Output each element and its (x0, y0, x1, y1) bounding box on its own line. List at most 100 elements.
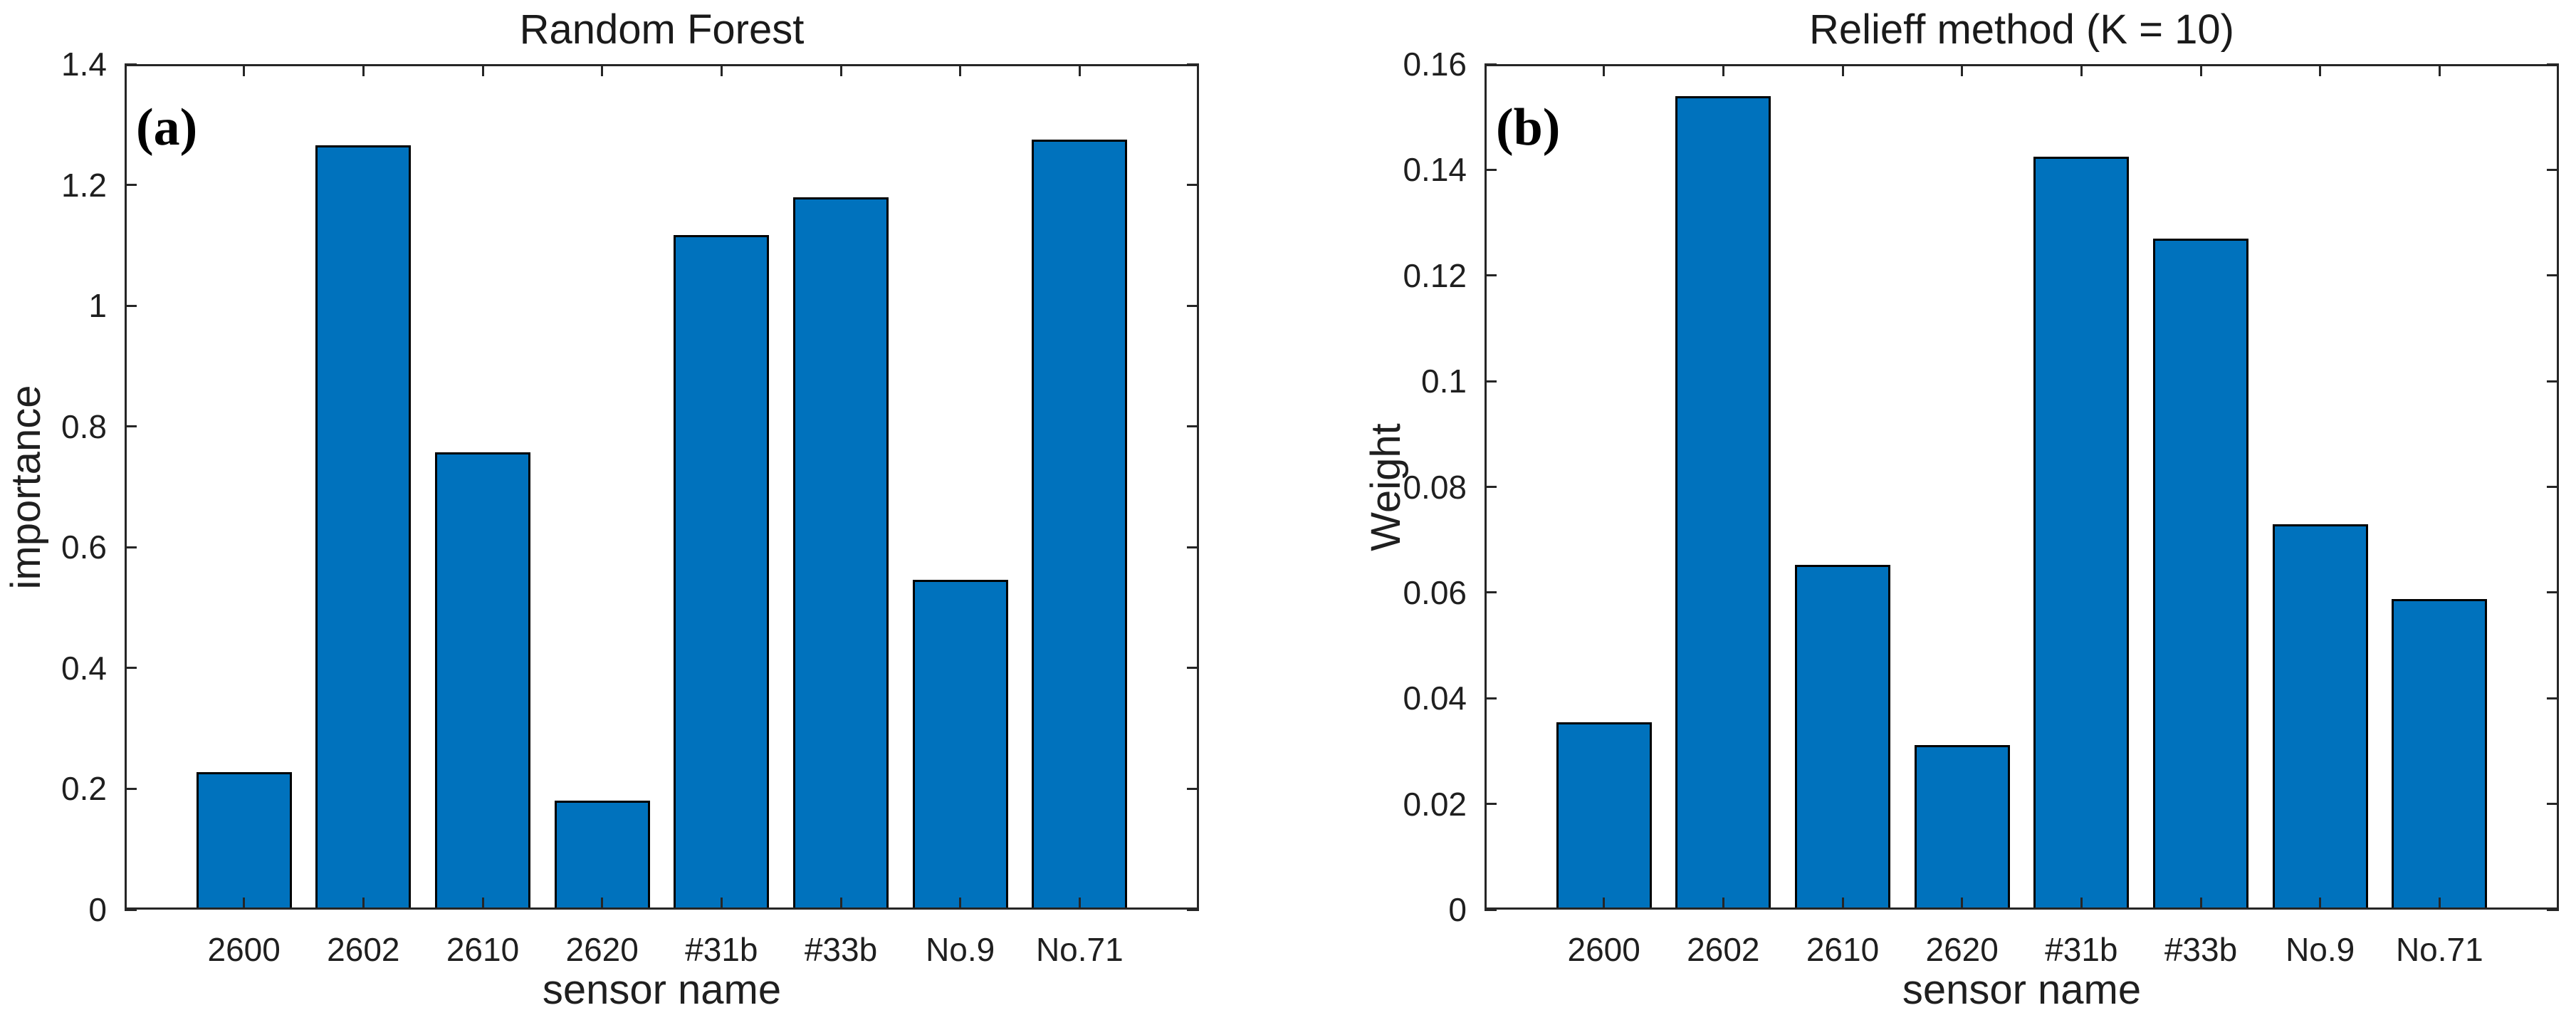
y-tick-mark (125, 787, 137, 790)
y-tick-mark-right (2547, 168, 2559, 171)
panel-label-b: (b) (1496, 98, 1561, 157)
x-tick-label-#33b: #33b (2164, 931, 2238, 968)
x-tick-mark (1961, 898, 1964, 910)
x-tick-label-2620: 2620 (565, 931, 639, 968)
y-tick-label-0: 0 (88, 891, 107, 928)
y-tick-label-1.2: 1.2 (61, 166, 107, 204)
bar-#31b (674, 234, 770, 910)
x-axis-label: sensor name (1902, 967, 2142, 1013)
y-tick-label-0.8: 0.8 (61, 407, 107, 445)
y-tick-mark (1485, 168, 1497, 171)
bar-#31b (2033, 156, 2130, 910)
y-tick-label-1: 1 (88, 287, 107, 325)
y-tick-label-0.16: 0.16 (1403, 46, 1467, 83)
y-tick-mark (125, 63, 137, 66)
x-tick-mark (481, 898, 484, 910)
x-tick-label-2602: 2602 (1687, 931, 1760, 968)
y-tick-mark-right (2547, 486, 2559, 488)
y-tick-mark-right (2547, 908, 2559, 911)
x-tick-mark-top (601, 64, 604, 76)
x-tick-mark (1841, 898, 1844, 910)
x-tick-mark-top (2438, 64, 2441, 76)
x-tick-mark (1722, 898, 1724, 910)
y-tick-mark-right (1187, 304, 1199, 307)
y-tick-label-0.08: 0.08 (1403, 468, 1467, 506)
x-tick-label-2610: 2610 (446, 931, 520, 968)
y-tick-mark-right (1187, 546, 1199, 548)
y-tick-mark (125, 184, 137, 187)
y-tick-label-0.04: 0.04 (1403, 680, 1467, 717)
x-tick-mark-top (1078, 64, 1081, 76)
chart-title: Relieff method (K = 10) (1809, 6, 2234, 53)
x-tick-mark-top (1841, 64, 1844, 76)
y-tick-mark (1485, 591, 1497, 594)
y-tick-label-0.02: 0.02 (1403, 785, 1467, 823)
y-tick-mark-right (2547, 591, 2559, 594)
y-tick-mark-right (1187, 667, 1199, 670)
y-tick-mark-right (2547, 380, 2559, 383)
plot-box (125, 64, 1199, 910)
x-tick-label-#33b: #33b (804, 931, 878, 968)
x-tick-label-2600: 2600 (1567, 931, 1640, 968)
x-tick-mark-top (720, 64, 723, 76)
y-tick-label-0.2: 0.2 (61, 770, 107, 808)
y-tick-label-0.6: 0.6 (61, 529, 107, 566)
x-tick-mark (839, 898, 842, 910)
chart-title: Random Forest (519, 6, 805, 53)
x-tick-label-No.9: No.9 (2286, 931, 2355, 968)
plot-area (125, 63, 1199, 911)
x-tick-label-No.71: No.71 (1035, 931, 1124, 968)
y-tick-label-0: 0 (1448, 891, 1467, 928)
x-tick-mark (2438, 898, 2441, 910)
panel-label-a: (a) (136, 98, 198, 157)
x-tick-mark (601, 898, 604, 910)
x-tick-mark-top (1722, 64, 1724, 76)
x-tick-label-No.71: No.71 (2395, 931, 2483, 968)
plot-box (1485, 64, 2559, 910)
y-tick-mark-right (2547, 697, 2559, 699)
x-tick-mark-top (2199, 64, 2202, 76)
bar-2620 (554, 801, 650, 910)
x-tick-mark (2199, 898, 2202, 910)
x-tick-mark-top (2319, 64, 2322, 76)
y-tick-mark (125, 304, 137, 307)
y-tick-label-0.1: 0.1 (1421, 363, 1467, 400)
x-tick-mark-top (839, 64, 842, 76)
y-tick-mark (1485, 274, 1497, 277)
x-tick-mark-top (2080, 64, 2083, 76)
y-tick-label-0.06: 0.06 (1403, 573, 1467, 611)
x-axis-label: sensor name (542, 967, 782, 1013)
x-tick-label-#31b: #31b (2045, 931, 2118, 968)
x-tick-mark-top (362, 64, 365, 76)
x-tick-label-No.9: No.9 (926, 931, 995, 968)
x-tick-mark (2080, 898, 2083, 910)
bar-2602 (1675, 95, 1771, 910)
y-tick-mark-right (1187, 908, 1199, 911)
y-tick-mark (1485, 380, 1497, 383)
y-tick-mark (1485, 908, 1497, 911)
x-tick-mark (1078, 898, 1081, 910)
y-tick-mark-right (2547, 274, 2559, 277)
x-tick-label-2610: 2610 (1806, 931, 1880, 968)
x-tick-mark-top (481, 64, 484, 76)
y-tick-mark-right (2547, 63, 2559, 66)
y-tick-label-0.4: 0.4 (61, 649, 107, 687)
bar-2610 (1794, 565, 1891, 910)
y-tick-mark (1485, 63, 1497, 66)
bar-2602 (315, 145, 412, 910)
x-tick-mark-top (1603, 64, 1606, 76)
x-tick-label-2620: 2620 (1925, 931, 1999, 968)
x-tick-mark (362, 898, 365, 910)
y-tick-mark-right (1187, 63, 1199, 66)
x-tick-mark (2319, 898, 2322, 910)
y-tick-mark (1485, 486, 1497, 488)
bar-No.71 (2392, 598, 2488, 910)
x-tick-mark (720, 898, 723, 910)
y-tick-mark (125, 667, 137, 670)
y-tick-mark (1485, 803, 1497, 806)
x-tick-mark (1603, 898, 1606, 910)
x-tick-mark-top (243, 64, 246, 76)
